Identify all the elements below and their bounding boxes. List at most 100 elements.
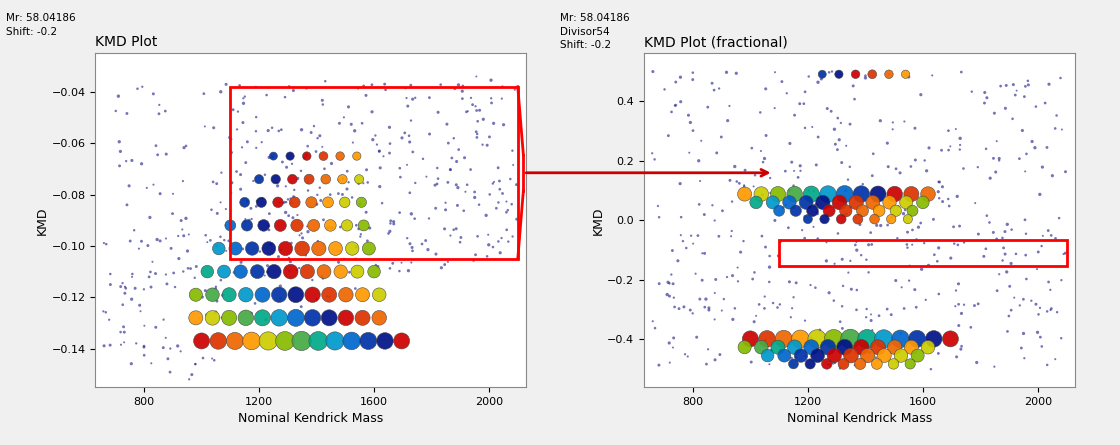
Point (752, 109, 769, 116)
Point (507, 181, 525, 188)
Point (899, 73, 917, 81)
Point (292, 167, 310, 174)
Point (852, 190, 870, 198)
Point (833, 325, 851, 332)
Point (703, 202, 721, 209)
Point (693, 250, 711, 257)
Point (860, 241, 878, 248)
Point (281, 195, 299, 202)
Point (920, 262, 937, 269)
Point (726, 163, 744, 170)
Point (349, 225, 367, 232)
Point (254, 222, 272, 229)
Point (950, 301, 968, 308)
Point (974, 253, 992, 260)
Point (965, 302, 983, 309)
Point (475, 116, 493, 123)
Point (993, 257, 1011, 264)
Point (940, 146, 958, 154)
Point (445, 135, 463, 142)
Point (348, 153, 366, 160)
Point (114, 301, 132, 308)
Point (198, 239, 216, 246)
Point (438, 121, 456, 128)
Point (1042, 286, 1060, 293)
Point (141, 268, 159, 275)
Point (215, 237, 233, 244)
Point (880, 71, 898, 78)
Point (175, 144, 193, 151)
Point (1019, 81, 1037, 89)
Point (819, 211, 837, 218)
Point (887, 277, 905, 284)
Point (976, 89, 993, 96)
Point (150, 101, 168, 109)
Point (819, 344, 837, 351)
Point (783, 158, 801, 166)
Point (818, 239, 836, 246)
Point (999, 328, 1017, 335)
Point (414, 155, 432, 162)
Point (809, 336, 827, 343)
Point (745, 318, 763, 325)
Point (337, 314, 355, 321)
Point (234, 119, 252, 126)
Point (837, 187, 855, 194)
Point (403, 96, 421, 103)
Point (290, 232, 308, 239)
Point (831, 318, 849, 325)
Point (1043, 305, 1061, 312)
Point (724, 316, 741, 323)
Point (316, 165, 334, 172)
Point (367, 261, 385, 268)
Point (214, 291, 232, 299)
Point (954, 165, 972, 172)
Point (217, 81, 235, 88)
Point (870, 312, 888, 319)
Point (753, 190, 771, 198)
Point (746, 172, 764, 179)
Point (808, 209, 825, 216)
Point (271, 283, 289, 290)
Point (439, 258, 457, 265)
Point (319, 224, 337, 231)
Point (384, 260, 402, 267)
Y-axis label: KMD: KMD (36, 206, 48, 235)
Point (308, 201, 326, 208)
Point (506, 86, 524, 93)
Point (148, 236, 166, 243)
Point (371, 291, 389, 298)
Point (892, 169, 909, 176)
Point (669, 257, 687, 264)
Point (253, 291, 271, 298)
Point (293, 235, 311, 242)
Point (830, 136, 848, 143)
Point (783, 355, 801, 362)
Point (847, 71, 865, 78)
Point (155, 344, 172, 351)
Point (276, 337, 293, 344)
Point (231, 82, 249, 89)
Point (197, 311, 215, 318)
Point (942, 336, 960, 343)
Point (1014, 127, 1032, 134)
Point (234, 100, 252, 107)
Point (940, 202, 958, 210)
Point (955, 301, 973, 308)
Point (728, 178, 746, 185)
Point (115, 290, 133, 297)
Point (134, 286, 152, 293)
Point (781, 140, 799, 147)
Point (809, 79, 827, 86)
Point (783, 305, 801, 312)
Point (1016, 216, 1034, 223)
Point (1011, 302, 1029, 309)
Point (202, 237, 220, 244)
Point (1028, 329, 1046, 336)
Point (997, 82, 1015, 89)
Point (351, 176, 368, 183)
Point (687, 270, 704, 277)
Point (988, 235, 1006, 243)
Point (278, 164, 296, 171)
Point (870, 207, 888, 214)
